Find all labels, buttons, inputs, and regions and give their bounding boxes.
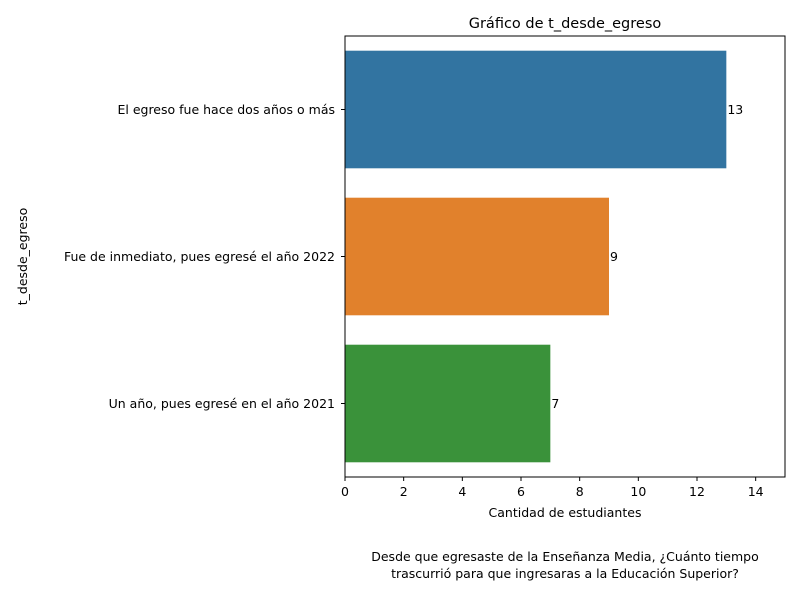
x-tick-label-1: 2 (400, 484, 408, 499)
x-tick-label-0: 0 (341, 484, 349, 499)
chart-title: Gráfico de t_desde_egreso (469, 16, 662, 32)
x-tick-label-6: 12 (689, 484, 705, 499)
data-label-1: 9 (610, 249, 618, 264)
bar-1 (345, 197, 609, 316)
x-tick-label-5: 10 (630, 484, 646, 499)
bar-0 (345, 50, 727, 169)
x-tick-label-4: 8 (576, 484, 584, 499)
data-labels: 13 9 7 (551, 102, 743, 411)
y-tick-label-0: El egreso fue hace dos años o más (117, 102, 335, 117)
y-tick-label-2: Un año, pues egresé en el año 2021 (109, 396, 335, 411)
y-axis-label: t_desde_egreso (15, 208, 30, 306)
caption-line-1: Desde que egresaste de la Enseñanza Medi… (371, 549, 759, 564)
bars-layer (345, 50, 727, 463)
x-tick-label-2: 4 (458, 484, 466, 499)
bar-2 (345, 344, 551, 463)
x-axis-ticks: 0 2 4 6 8 10 12 14 (341, 477, 764, 499)
x-axis-label: Cantidad de estudiantes (489, 505, 642, 520)
x-tick-label-7: 14 (748, 484, 764, 499)
y-tick-label-1: Fue de inmediato, pues egresé el año 202… (64, 249, 335, 264)
data-label-0: 13 (727, 102, 743, 117)
y-axis-ticks: El egreso fue hace dos años o más Fue de … (64, 102, 345, 411)
x-tick-label-3: 6 (517, 484, 525, 499)
data-label-2: 7 (551, 396, 559, 411)
caption-line-2: trascurrió para que ingresaras a la Educ… (391, 566, 739, 581)
